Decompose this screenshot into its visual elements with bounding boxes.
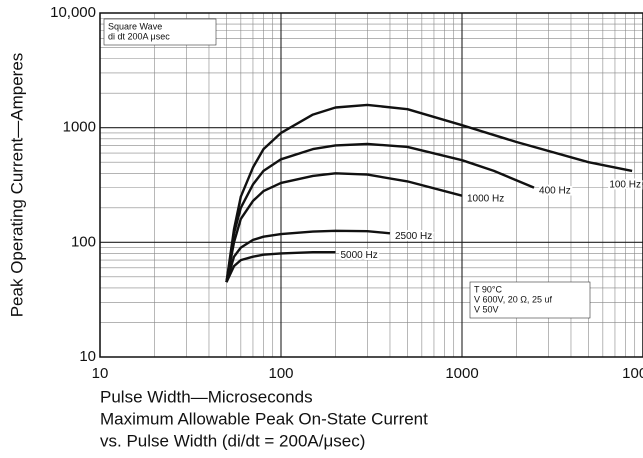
annotation-text: V 600V, 20 Ω, 25 uf: [474, 294, 552, 304]
series-label: 2500 Hz: [395, 231, 432, 242]
y-tick-label: 10,000: [50, 4, 96, 21]
y-tick-label: 10: [79, 348, 96, 365]
series-label: 100 Hz: [609, 180, 641, 191]
annotation-text: di dt 200A μsec: [108, 31, 170, 41]
x-tick-label: 10: [92, 365, 109, 382]
series-label: 5000 Hz: [340, 250, 377, 261]
x-tick-label: 10000: [622, 365, 643, 382]
plot-frame: [99, 12, 643, 358]
series-label: 1000 Hz: [467, 193, 504, 204]
series-line: [225, 103, 633, 283]
annotation-text: Square Wave: [108, 21, 162, 31]
series-line: [225, 142, 535, 283]
chart-title: Maximum Allowable Peak On-State Current: [100, 409, 428, 428]
annotation-box: [103, 18, 217, 46]
series-label: 400 Hz: [539, 185, 571, 196]
chart-subtitle: vs. Pulse Width (di/dt = 200A/μsec): [100, 431, 365, 450]
annotation-text: V 50V: [474, 304, 499, 314]
y-tick-label: 100: [71, 233, 96, 250]
x-tick-label: 100: [268, 365, 293, 382]
series-line: [225, 172, 463, 283]
series-line: [225, 251, 336, 283]
series-line: [225, 229, 391, 283]
x-tick-label: 1000: [445, 365, 478, 382]
y-axis-label: Peak Operating Current—Amperes: [7, 53, 26, 318]
annotation-text: T 90°C: [474, 284, 502, 294]
x-axis-label: Pulse Width—Microseconds: [100, 387, 313, 406]
y-tick-label: 1000: [63, 119, 96, 136]
annotation-box: [469, 281, 591, 319]
